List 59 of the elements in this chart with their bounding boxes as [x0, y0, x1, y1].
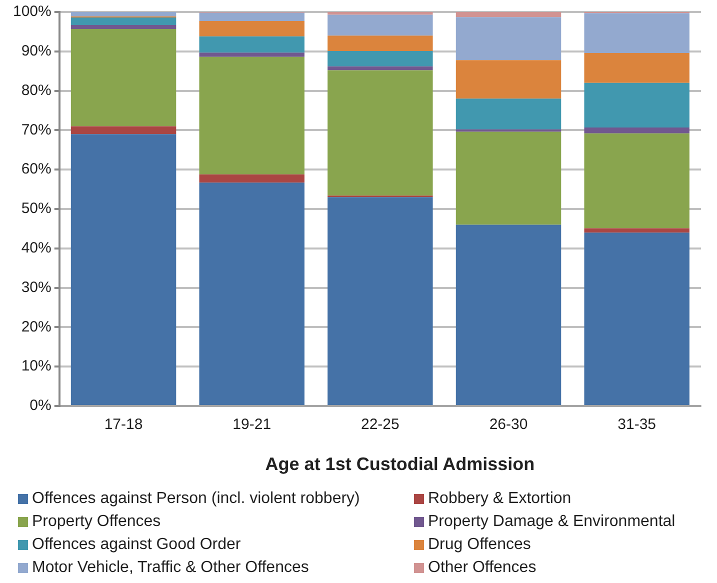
y-tick-label: 30% [21, 278, 52, 296]
bar [328, 14, 433, 36]
legend-label: Robbery & Extortion [427, 489, 572, 509]
y-tick-label: 70% [21, 121, 52, 138]
bar [199, 12, 304, 22]
bar [199, 56, 304, 174]
legend-label: Drug Offences [427, 535, 532, 555]
bar [199, 182, 304, 405]
legend-label: Property Offences [31, 512, 162, 532]
x-tick-label: 17-18 [104, 416, 143, 434]
x-tick-label: 22-25 [360, 416, 400, 434]
bar [584, 13, 690, 53]
bar [584, 228, 690, 233]
bar [328, 12, 433, 15]
y-tick-label: 0% [30, 397, 52, 414]
y-tick-label: 50% [21, 200, 52, 218]
bar [70, 126, 176, 134]
legend-label: Property Damage & Environmental [427, 512, 676, 532]
bar [456, 17, 562, 60]
bar [328, 36, 433, 52]
x-tick-label: 31-35 [618, 416, 656, 434]
y-tick-label: 60% [21, 160, 52, 178]
bar [584, 232, 690, 405]
bar [456, 224, 562, 405]
bar [199, 174, 304, 183]
bar [70, 28, 176, 126]
legend-label: Motor Vehicle, Traffic & Other Offences [31, 558, 310, 578]
bar [584, 82, 690, 128]
bar [328, 70, 433, 196]
y-tick-label: 20% [21, 318, 52, 336]
y-tick-label: 100% [12, 3, 52, 20]
bar [70, 25, 176, 29]
y-tick-label: 40% [21, 240, 52, 257]
bar [456, 98, 562, 130]
bar [199, 21, 304, 36]
bar [456, 132, 562, 225]
bar [584, 133, 690, 228]
bar [456, 129, 562, 132]
bar [456, 60, 562, 99]
bar [328, 51, 433, 66]
bar [328, 197, 433, 405]
x-tick-label: 26-30 [489, 416, 528, 434]
bar [199, 36, 304, 53]
bar [70, 12, 176, 16]
y-tick-label: 80% [21, 82, 52, 99]
legend-label: Offences against Person (incl. violent robbery) [31, 489, 361, 509]
x-tick-label: 19-21 [232, 416, 272, 434]
legend-label: Offences against Good Order [31, 535, 242, 555]
bar [456, 12, 562, 18]
y-tick-label: 10% [21, 358, 52, 375]
y-tick-label: 90% [21, 42, 52, 60]
legend-label: Other Offences [427, 558, 538, 578]
bar [584, 127, 690, 134]
bar [328, 66, 433, 70]
bar [584, 52, 690, 83]
bar [70, 134, 176, 405]
x-axis-title: Age at 1st Custodial Admission [264, 454, 536, 475]
bar [199, 52, 304, 57]
bar [70, 18, 176, 25]
